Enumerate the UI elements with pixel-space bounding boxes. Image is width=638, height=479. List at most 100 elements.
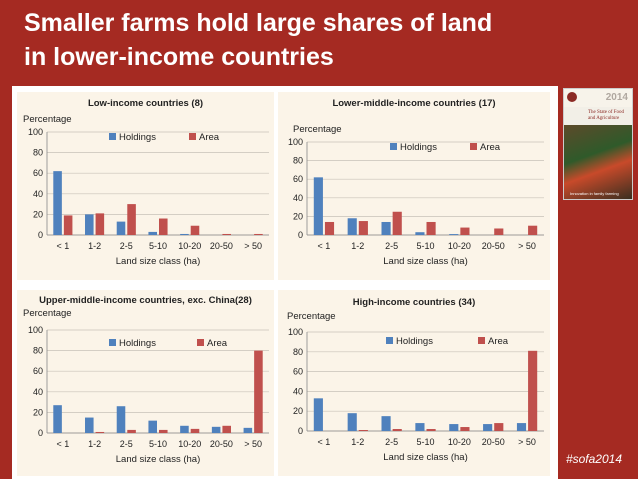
bar-area [190, 428, 200, 433]
bar-holdings [148, 231, 157, 235]
chart-panel-upper-middle-income: Upper-middle-income countries, exc. Chin… [17, 290, 274, 476]
x-tick-label: 2-5 [385, 241, 398, 251]
x-tick-label: > 50 [244, 439, 262, 449]
x-axis-label: Land size class (ha) [383, 452, 467, 463]
x-axis-label: Land size class (ha) [116, 256, 200, 267]
bar-holdings [53, 171, 62, 235]
cover-caption: Innovation in family farming [570, 191, 619, 196]
x-tick-label: > 50 [518, 437, 536, 447]
bar-area [159, 429, 168, 433]
bar-area [95, 431, 105, 433]
cover-photo: Innovation in family farming [564, 125, 632, 199]
bar-holdings [85, 417, 94, 433]
legend-label-holdings: Holdings [119, 338, 156, 349]
y-tick-label: 100 [28, 325, 43, 335]
y-tick-label: 60 [33, 168, 43, 178]
y-tick-label: 0 [298, 426, 303, 436]
x-tick-label: 1-2 [351, 241, 364, 251]
chart-title: High-income countries (34) [353, 297, 475, 308]
bar-area [127, 204, 136, 235]
x-tick-label: > 50 [244, 241, 262, 251]
cover-header [564, 89, 632, 107]
bar-holdings [180, 233, 189, 235]
bar-holdings [313, 177, 323, 235]
x-tick-label: 5-10 [416, 241, 434, 251]
bar-area [63, 215, 73, 235]
cover-subtitle: The State of Food and Agriculture [588, 110, 624, 121]
chart-title: Upper-middle-income countries, exc. Chin… [39, 295, 252, 306]
x-tick-label: 20-50 [210, 241, 233, 251]
x-tick-label: 10-20 [178, 439, 201, 449]
y-tick-label: 100 [288, 137, 303, 147]
x-tick-label: 5-10 [416, 437, 434, 447]
x-tick-label: < 1 [56, 439, 69, 449]
legend-swatch-area [470, 143, 477, 150]
report-cover-thumbnail: 2014 The State of Food and Agriculture I… [563, 88, 633, 200]
legend-swatch-area [478, 337, 485, 344]
chart-panel-low-income: Low-income countries (8) Percentage 0 20 40 6… [17, 92, 274, 280]
x-tick-label: 10-20 [448, 437, 471, 447]
y-axis-label: Percentage [293, 124, 342, 135]
bar-holdings [516, 423, 527, 431]
x-tick-label: 2-5 [385, 437, 398, 447]
bar-area [254, 233, 263, 235]
y-tick-label: 0 [38, 230, 43, 240]
hashtag: #sofa2014 [565, 452, 622, 466]
legend-label-holdings: Holdings [119, 132, 156, 143]
chart-panel-high-income: High-income countries (34) Percentage 0 20 4… [278, 290, 550, 476]
bar-holdings [243, 427, 253, 433]
x-tick-label: < 1 [56, 241, 69, 251]
y-tick-label: 60 [293, 174, 303, 184]
bar-holdings [53, 405, 62, 433]
bar-area [254, 350, 263, 433]
legend-label-holdings: Holdings [396, 336, 433, 347]
y-tick-label: 60 [293, 367, 303, 377]
fao-logo-icon [567, 92, 577, 102]
bar-area [392, 211, 402, 235]
slide-title-line-1: Smaller farms hold large shares of land [24, 9, 493, 37]
legend-swatch-area [197, 339, 204, 346]
bar-area [392, 429, 402, 431]
y-tick-label: 100 [288, 327, 303, 337]
bar-area [426, 429, 436, 431]
x-tick-label: 20-50 [210, 439, 233, 449]
bar-area [426, 221, 436, 235]
bar-holdings [415, 423, 425, 431]
chart-svg: Low-income countries (8) Percentage 0 20 40 6… [23, 98, 269, 267]
legend-label-area: Area [488, 336, 509, 347]
bar-holdings [483, 424, 493, 431]
chart-svg: Lower-middle-income countries (17) Percen… [288, 98, 544, 267]
x-tick-label: 10-20 [178, 241, 201, 251]
x-tick-label: < 1 [318, 437, 331, 447]
y-tick-label: 20 [293, 211, 303, 221]
cover-year: 2014 [605, 92, 628, 103]
y-tick-label: 40 [33, 387, 43, 397]
y-tick-label: 0 [38, 428, 43, 438]
bar-holdings [211, 426, 221, 433]
bar-holdings [148, 420, 157, 433]
bar-area [222, 233, 231, 235]
bar-holdings [381, 221, 391, 235]
x-tick-label: 1-2 [88, 241, 101, 251]
x-tick-label: 2-5 [120, 439, 133, 449]
y-tick-label: 20 [293, 406, 303, 416]
slide-title-line-2: in lower-income countries [24, 43, 334, 71]
x-tick-label: 1-2 [351, 437, 364, 447]
y-tick-label: 80 [33, 346, 43, 356]
x-tick-label: 5-10 [149, 439, 167, 449]
slide-title: Smaller farms hold large shares of land … [24, 6, 544, 74]
bar-holdings [381, 416, 391, 431]
x-tick-label: > 50 [518, 241, 536, 251]
x-axis-label: Land size class (ha) [116, 454, 200, 465]
y-tick-label: 40 [33, 189, 43, 199]
y-tick-label: 0 [298, 230, 303, 240]
x-tick-label: 1-2 [88, 439, 101, 449]
x-tick-label: < 1 [318, 241, 331, 251]
bar-holdings [449, 424, 459, 431]
bar-holdings [347, 218, 357, 235]
x-tick-label: 20-50 [482, 437, 505, 447]
legend-swatch-holdings [390, 143, 397, 150]
x-tick-label: 10-20 [448, 241, 471, 251]
bar-area [528, 225, 538, 235]
y-tick-label: 40 [293, 193, 303, 203]
